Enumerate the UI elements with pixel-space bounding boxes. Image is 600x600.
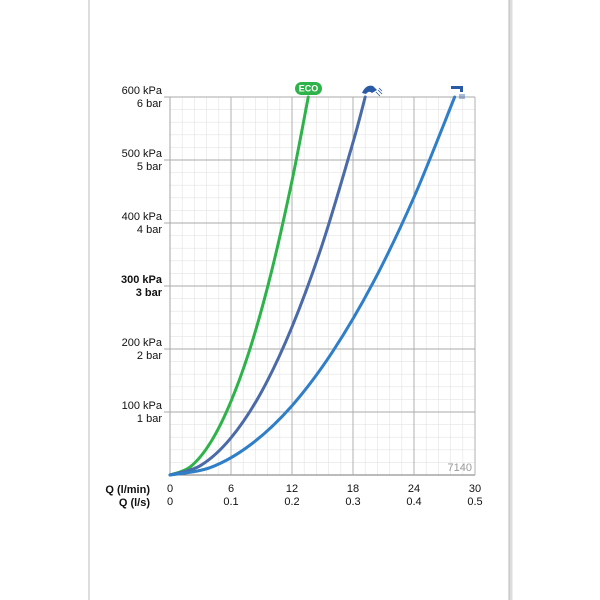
curves: [168, 95, 457, 477]
curve: [168, 95, 310, 477]
x-axis-label: Q (l/min): [105, 484, 150, 496]
y-tick-label: 600 kPa: [122, 85, 163, 97]
y2-tick-label: 6 bar: [137, 98, 162, 110]
y-tick-label: 200 kPa: [122, 337, 163, 349]
x2-tick-label: 0.5: [467, 496, 482, 508]
x-tick-label: 30: [469, 483, 481, 495]
eco-icon: ECO: [295, 82, 322, 95]
labels: 0 6 12 18 24 30 0 0.1 0.2 0.3 0.4 0.5 100 kPa 200 kPa…: [121, 85, 483, 508]
x-tick-label: 12: [286, 483, 298, 495]
shower-head: [362, 85, 377, 94]
x-tick-label: 0: [167, 483, 173, 495]
y-tick-label: 100 kPa: [122, 400, 163, 412]
y2-tick-label: 3 bar: [136, 287, 163, 299]
y2-tick-label: 5 bar: [137, 161, 162, 173]
y-tick-label: 500 kPa: [122, 148, 163, 160]
x2-axis-label: Q (l/s): [119, 497, 151, 509]
legend-label: ECO: [299, 83, 319, 93]
major-grid: [164, 96, 476, 476]
eco-badge: [295, 82, 322, 95]
x2-tick-label: 0.1: [223, 496, 238, 508]
y2-tick-label: 1 bar: [137, 413, 162, 425]
x-tick-label: 6: [228, 483, 234, 495]
y-tick-label: 300 kPa: [121, 274, 163, 286]
shower-icon: [362, 85, 383, 97]
tap-icon: [451, 86, 465, 99]
tap-spout: [451, 86, 463, 92]
x2-tick-label: 0.4: [406, 496, 421, 508]
curve: [168, 95, 457, 477]
tap-flow: [459, 94, 465, 99]
curve: [168, 95, 367, 477]
paper-sheet: [88, 0, 510, 600]
y2-tick-label: 2 bar: [137, 350, 162, 362]
x2-tick-label: 0.2: [284, 496, 299, 508]
x-tick-label: 24: [408, 483, 420, 495]
x2-tick-label: 0.3: [345, 496, 360, 508]
y2-tick-label: 4 bar: [137, 224, 162, 236]
annotation: 7140: [448, 462, 472, 474]
x-tick-label: 18: [347, 483, 359, 495]
y-tick-label: 400 kPa: [122, 211, 163, 223]
x2-tick-label: 0: [167, 496, 173, 508]
shower-spray: [375, 87, 383, 97]
